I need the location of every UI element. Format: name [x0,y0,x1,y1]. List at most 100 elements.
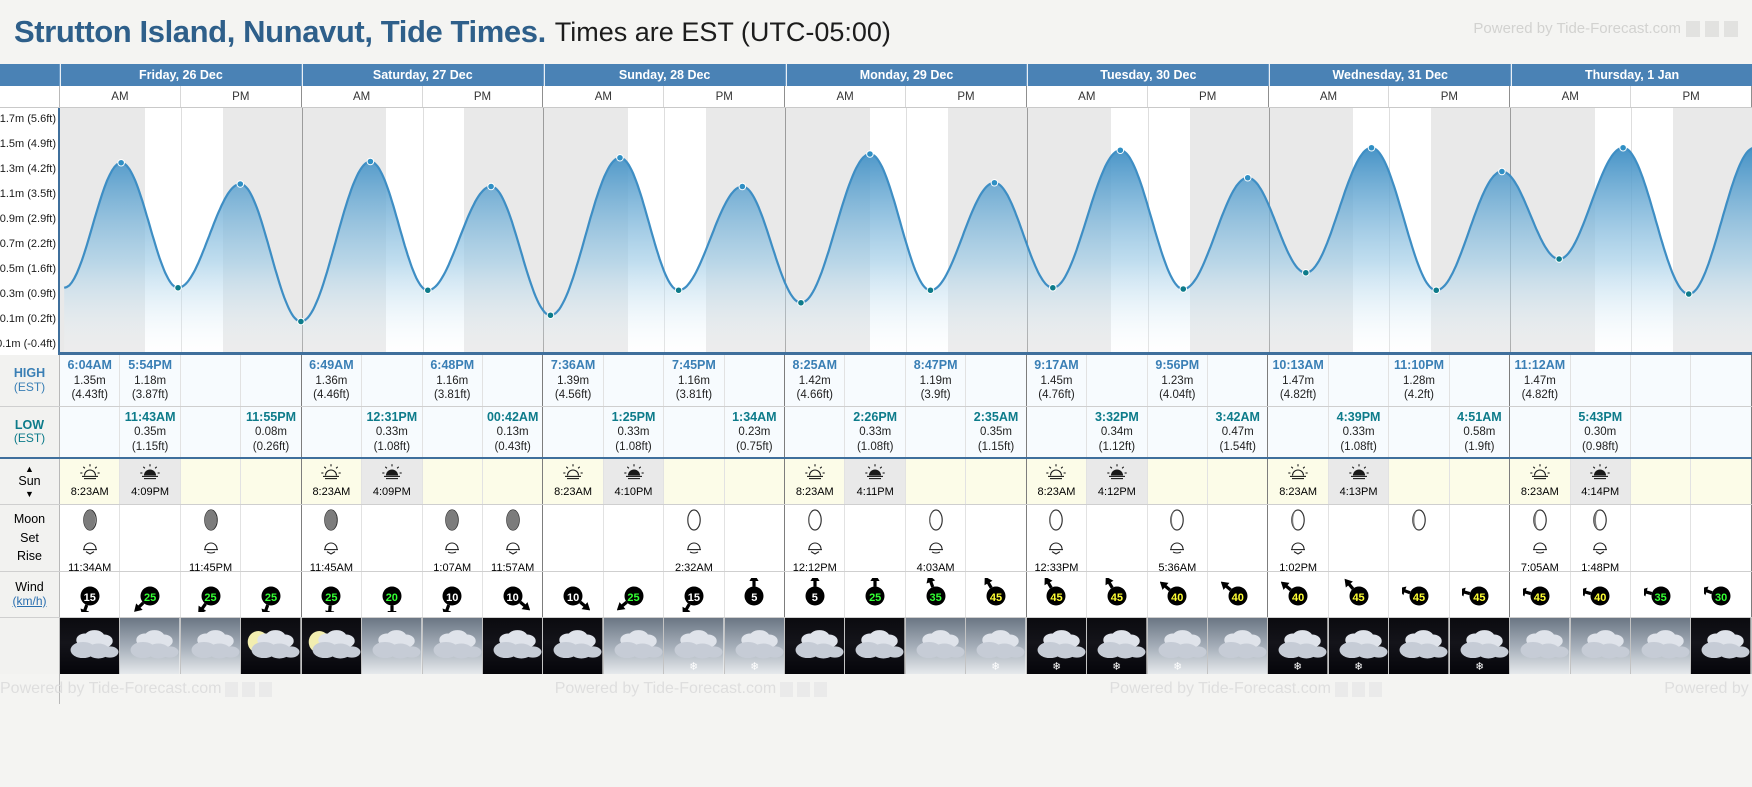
wind-cell-10: 25 [604,572,665,617]
tide-high-marker-20[interactable] [1367,143,1376,152]
moonset-icon [1287,541,1309,559]
brand-badge-icon-2 [1705,20,1719,37]
wind-speed-value: 45 [1352,591,1365,604]
footer-brand-strip: Powered by Tide-Forecast.com Powered by T… [0,674,1752,704]
tide-high-marker-6[interactable] [487,182,495,191]
tide-low-marker-13[interactable] [926,286,935,295]
wind-speed-value: 5 [811,591,818,604]
low-tide-cell-10: 1:25PM 0.33m (1.08ft) [604,407,665,457]
tide-low-marker-9[interactable] [674,286,683,295]
wind-speed-value: 40 [1171,591,1184,604]
half-separator-3 [422,108,424,352]
tide-high-marker-10[interactable] [738,182,747,191]
tide-low-marker-19[interactable] [1302,268,1310,277]
svg-text:❄: ❄ [690,661,699,673]
wind-speed-value: 40 [1231,591,1244,604]
cloudy-night-icon [60,618,121,674]
low-tide-feet: (1.9ft) [1464,440,1495,453]
moon-cell-26: 1:48PM [1571,505,1631,574]
sun-cell-8 [483,459,544,504]
low-tide-time: 12:31PM [366,409,418,424]
half-separator-5 [664,108,666,352]
sun-cell-13: 8:23AM [785,459,846,504]
wind-cell-7: 10 [423,572,483,617]
low-tide-cell-19 [1148,407,1209,457]
moonrise-icon [1166,541,1188,559]
tide-high-marker-18[interactable] [1243,173,1252,182]
tide-low-marker-7[interactable] [546,311,555,320]
tide-high-marker-14[interactable] [990,178,999,187]
cloudy-night-icon [785,618,846,674]
tide-high-marker-0[interactable] [117,158,125,167]
moon-cell-16 [966,505,1027,571]
tide-low-marker-1[interactable] [174,283,182,292]
tide-low-marker-15[interactable] [1049,283,1057,292]
moon-cell-content [1409,505,1429,571]
sun-cell-15 [906,459,967,504]
low-tide-cell-3 [181,407,242,457]
tide-high-marker-16[interactable] [1116,146,1125,155]
low-tide-feet: (1.08ft) [373,440,411,453]
tide-high-marker-24[interactable] [1619,143,1627,152]
moon-cell-content: 11:34AM [68,505,111,574]
moon-cell-4 [241,505,302,571]
wind-speed-value: 25 [204,591,217,604]
sun-time: 4:09PM [131,486,170,499]
high-tide-cell-3 [181,355,242,406]
moon-cell-2 [120,505,181,571]
wind-arrow-icon: 5 [737,577,771,612]
wind-arrow-icon: 10 [496,578,530,612]
moon-phase-icon [80,509,100,535]
tide-low-marker-5[interactable] [424,286,432,295]
day-header-label: Sunday, 28 Dec [618,68,711,82]
tide-high-marker-2[interactable] [236,180,245,188]
wind-arrow-icon: 45 [1522,578,1557,612]
high-tide-time: 10:13AM [1272,358,1324,373]
moon-cell-content: 1:48PM [1581,505,1619,574]
tide-high-marker-22[interactable] [1498,167,1506,176]
high-tide-time: 11:12AM [1514,358,1566,373]
tide-low-marker-11[interactable] [797,298,805,307]
tide-low-marker-25[interactable] [1684,290,1693,298]
tide-low-marker-23[interactable] [1555,255,1563,263]
sun-time: 8:23AM [795,486,834,499]
moon-cell-7: 1:07AM [423,505,483,574]
low-tide-feet: (1.15ft) [977,440,1015,453]
tide-low-marker-21[interactable] [1432,286,1441,295]
sun-cell-27 [1631,459,1692,504]
moon-cell-23 [1389,505,1450,571]
half-header-3-pm: PM [906,86,1027,107]
half-header-label: PM [1682,90,1700,103]
high-tide-cell-22 [1329,355,1390,406]
high-tide-feet: (3.87ft) [131,389,169,402]
tide-high-marker-12[interactable] [866,150,874,158]
moon-cell-3: 11:45PM [181,505,242,574]
moon-cell-9 [543,505,604,571]
page-footer: Powered by Tide-Forecast.com Powered by T… [0,674,1752,704]
svg-text:❄: ❄ [992,661,1001,673]
tide-line [63,146,1752,323]
wind-cell-3: 25 [181,572,242,617]
sun-cell-17: 8:23AM [1027,459,1088,504]
moon-event-time: 11:45PM [188,561,233,574]
low-tide-cell-21 [1268,407,1329,457]
wind-unit-link[interactable]: (km/h) [12,593,47,608]
moon-event-time: 4:03AM [916,561,955,574]
y-axis-tick-2: 1.3m (4.2ft) [0,163,56,175]
high-tide-cell-7: 6:48PM 1.16m (3.81ft) [423,355,483,406]
tide-high-marker-4[interactable] [366,157,375,166]
tide-curve [63,143,1752,352]
moon-cloudy-icon [301,618,363,674]
high-tide-row-label: HIGH (EST) [0,355,60,406]
sun-time: 8:23AM [312,486,351,499]
sun-time: 8:23AM [554,486,593,499]
tide-low-marker-17[interactable] [1179,285,1188,293]
tide-high-marker-8[interactable] [616,153,624,162]
wind-arrow-icon: 45 [1462,578,1496,612]
day-separator-4 [1026,108,1028,352]
sun-down-arrow-icon: ▼ [25,488,34,499]
tide-low-marker-3[interactable] [297,317,305,326]
moon-row-label: Moon Set Rise [0,505,60,571]
day-header-6: Thursday, 1 Jan [1511,64,1752,86]
cloudy-night-icon [543,618,604,674]
